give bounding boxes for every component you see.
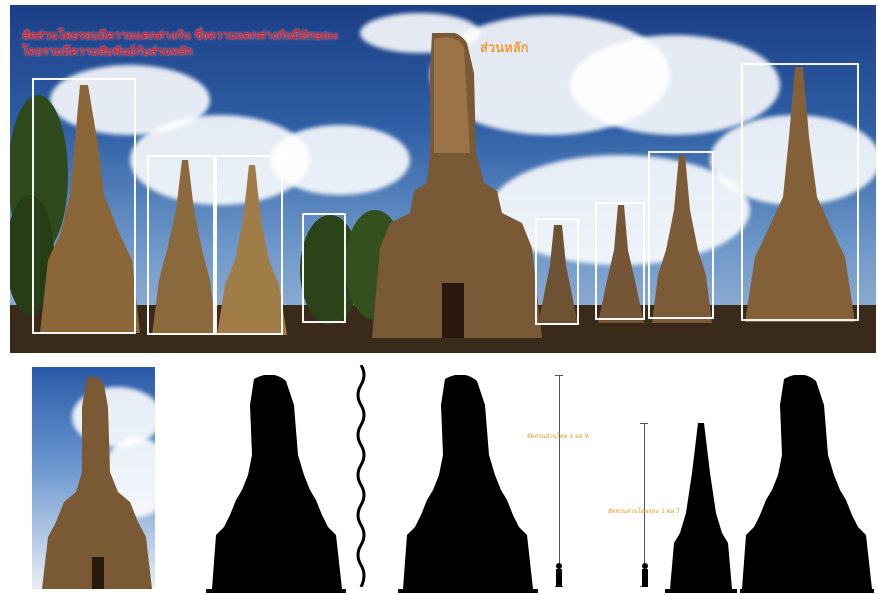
height-ruler-1 xyxy=(559,375,560,587)
bbox-left-3 xyxy=(215,155,283,335)
chedi-right-4 xyxy=(745,67,855,322)
main-prang-thumbnail xyxy=(32,367,155,589)
chedi-left-2 xyxy=(152,160,217,335)
baseline-1 xyxy=(206,589,346,593)
bbox-right-4 xyxy=(741,63,859,321)
chedi-left-3 xyxy=(217,165,287,335)
chedi-right-1 xyxy=(538,225,578,325)
chedi-left-1 xyxy=(40,85,140,333)
chedi-right-3 xyxy=(652,155,712,323)
bbox-right-1 xyxy=(535,218,579,325)
bbox-left-4 xyxy=(302,213,346,323)
tree-icon xyxy=(10,95,68,315)
ratio-label-1-7: สัดส่วนส่วนโดยรอบ 1 ต่อ 7 xyxy=(608,508,680,515)
bbox-right-2 xyxy=(595,202,645,320)
bbox-left-1 xyxy=(32,78,136,334)
bbox-left-2 xyxy=(147,155,215,335)
baseline-3 xyxy=(665,589,737,593)
silhouette-comparison: สัดส่วนส่วนโดย 1 ต่อ 9 สัดส่วนส่วนโดยรอบ… xyxy=(0,353,878,595)
person-scale-icon xyxy=(642,563,648,587)
main-prang xyxy=(372,33,542,338)
person-scale-icon xyxy=(556,563,562,587)
surrounding-proportion-caption: สัดส่วนโดยรอบมีความแตกต่างกัน ซึ่งความแต… xyxy=(22,28,339,58)
ratio-label-1-9: สัดส่วนส่วนโดย 1 ต่อ 9 xyxy=(527,433,589,440)
bbox-right-3 xyxy=(648,151,714,319)
baseline-4 xyxy=(740,589,874,593)
prang-silhouette-3 xyxy=(742,375,872,589)
height-ruler-2 xyxy=(644,423,645,587)
prang-silhouette-2 xyxy=(403,375,533,589)
profile-line xyxy=(356,365,366,587)
main-part-caption: ส่วนหลัก xyxy=(480,41,529,56)
chedi-right-2 xyxy=(598,205,644,323)
prang-silhouette-1 xyxy=(212,375,342,589)
chedi-silhouette xyxy=(670,423,732,589)
temple-photo: สัดส่วนโดยรอบมีความแตกต่างกัน ซึ่งความแต… xyxy=(10,5,876,353)
baseline-2 xyxy=(398,589,538,593)
